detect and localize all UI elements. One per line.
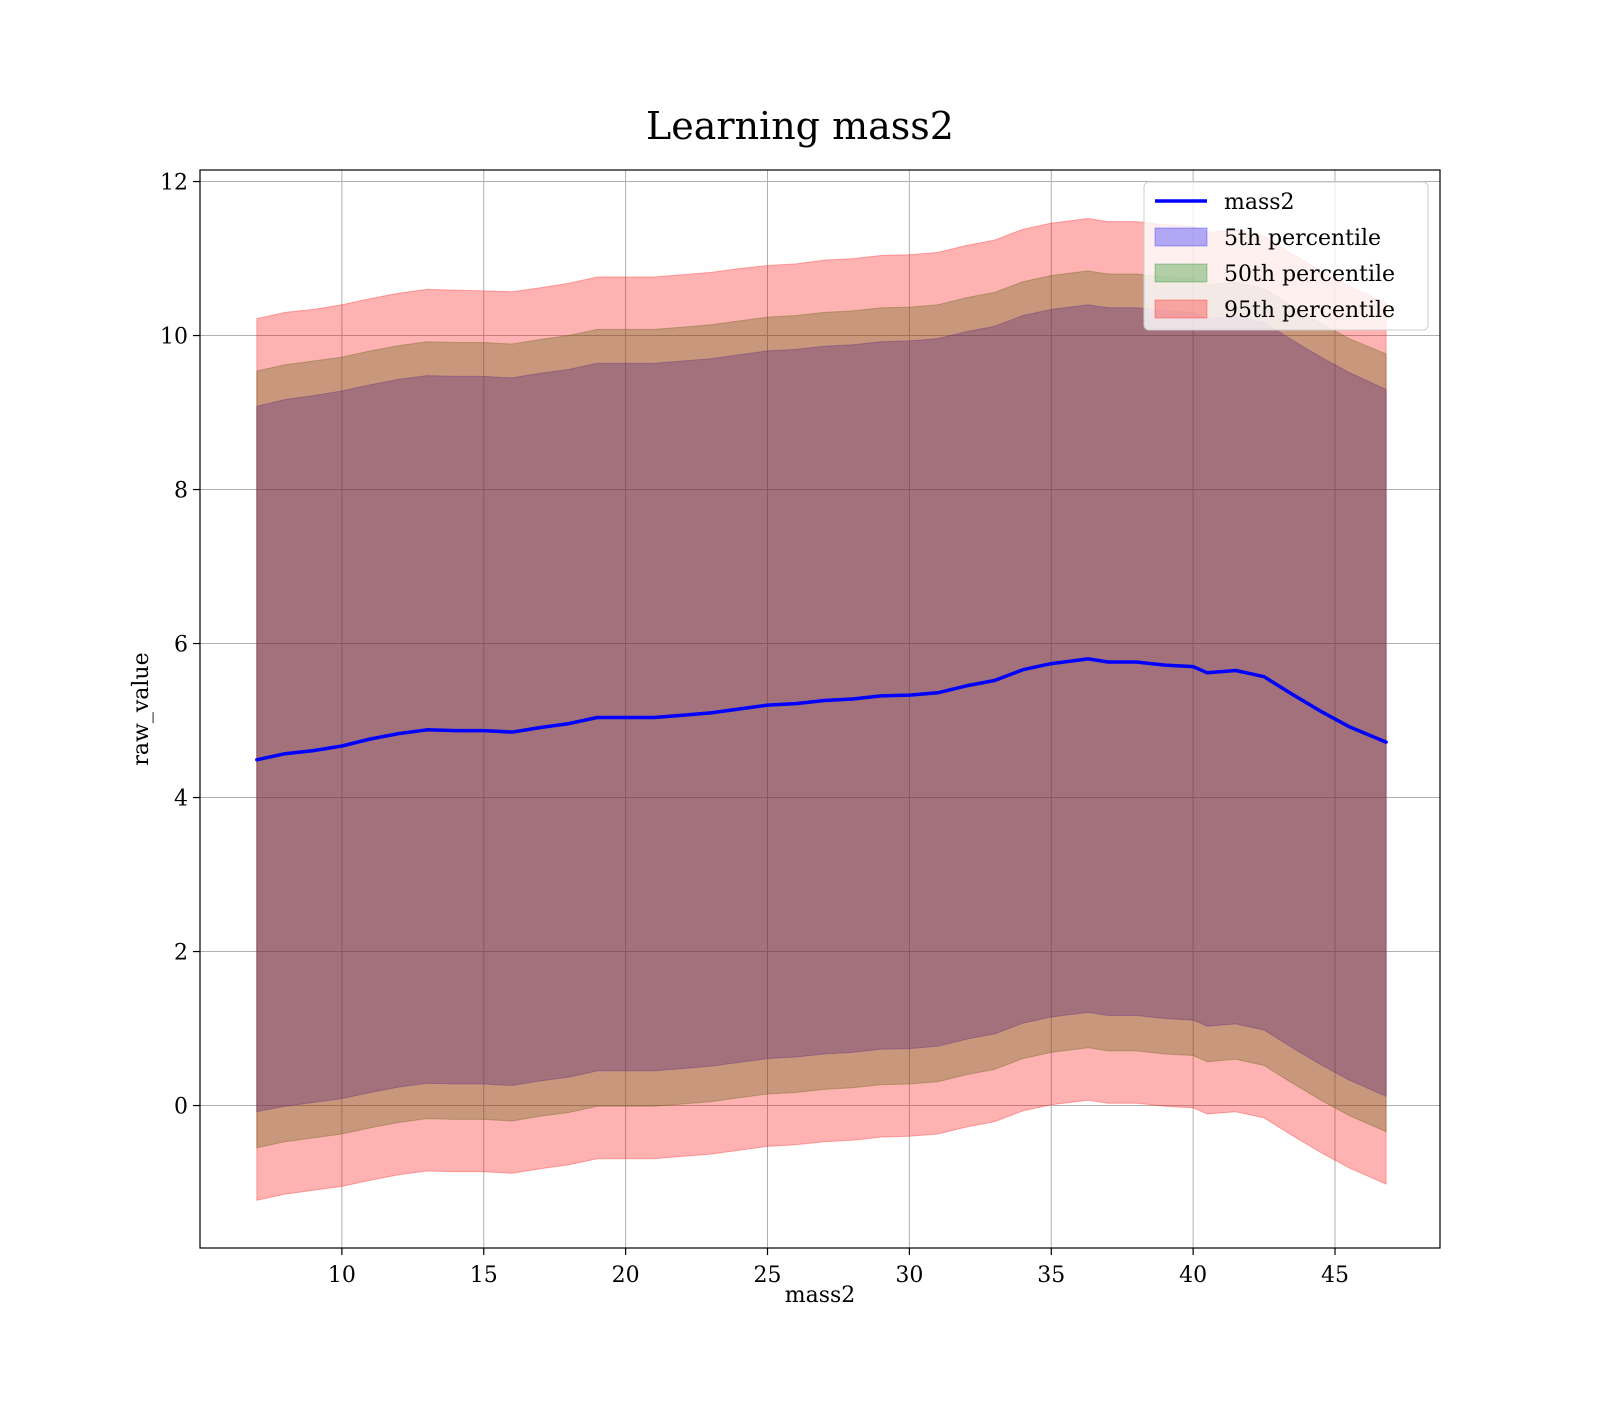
x-axis-label: mass2 (785, 1283, 856, 1308)
chart-legend: mass2 5th percentile 50th percentile 95t… (1143, 181, 1429, 331)
x-tick-label: 35 (1037, 1263, 1065, 1288)
y-axis-label: raw_value (129, 652, 154, 765)
x-tick-label: 25 (754, 1263, 782, 1288)
legend-swatch-5th-percentile (1154, 227, 1208, 247)
x-tick-label: 45 (1321, 1263, 1349, 1288)
x-tick-label: 30 (895, 1263, 923, 1288)
y-tick-label: 10 (160, 325, 188, 350)
legend-label-mass2: mass2 (1224, 190, 1295, 215)
line-mass2 (255, 657, 1388, 762)
band-95th-percentile (256, 217, 1387, 1201)
x-tick-label: 10 (328, 1263, 356, 1288)
series-lines (255, 657, 1388, 762)
y-tick-label: 4 (174, 787, 188, 812)
percentile-bands (256, 217, 1387, 1201)
legend-label-5th-percentile: 5th percentile (1224, 226, 1381, 251)
y-axis-ticks: 0 2 4 6 8 10 12 (160, 171, 200, 1120)
y-tick-label: 2 (174, 941, 188, 966)
x-tick-label: 15 (470, 1263, 498, 1288)
band-5th-percentile (256, 304, 1387, 1113)
legend-box (1143, 181, 1429, 331)
band-50th-percentile (256, 270, 1387, 1149)
y-tick-label: 6 (174, 633, 188, 658)
y-tick-label: 0 (174, 1095, 188, 1120)
legend-label-50th-percentile: 50th percentile (1224, 262, 1395, 287)
y-tick-label: 8 (174, 479, 188, 504)
y-tick-label: 12 (160, 171, 188, 196)
grid-lines (200, 170, 1440, 1248)
x-tick-label: 40 (1179, 1263, 1207, 1288)
plot-frame (199, 169, 1441, 1249)
legend-swatch-50th-percentile (1154, 263, 1208, 283)
x-axis-ticks: 10 15 20 25 30 35 40 45 (328, 1248, 1349, 1288)
x-tick-label: 20 (612, 1263, 640, 1288)
legend-swatch-95th-percentile (1154, 299, 1208, 319)
legend-label-95th-percentile: 95th percentile (1224, 298, 1395, 323)
chart-title: Learning mass2 (646, 104, 954, 148)
